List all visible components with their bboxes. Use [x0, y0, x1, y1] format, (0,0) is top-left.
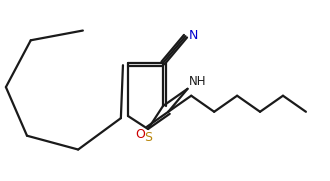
Text: NH: NH — [188, 75, 206, 88]
Text: N: N — [188, 29, 198, 42]
Text: S: S — [144, 131, 152, 144]
Text: O: O — [135, 128, 145, 141]
